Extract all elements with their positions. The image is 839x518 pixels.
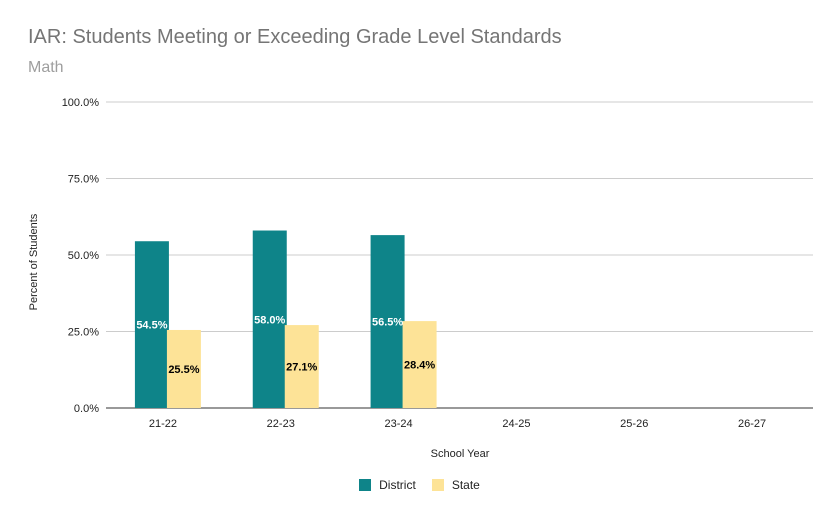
- x-axis-title: School Year: [431, 448, 490, 460]
- bar-district-22-23: [252, 230, 287, 408]
- gridlines: [106, 101, 813, 409]
- y-tick-label: 75.0%: [68, 174, 99, 186]
- y-tick-label: 0.0%: [74, 403, 99, 415]
- bar-district-23-24: [370, 235, 405, 408]
- x-tick-label: 21-22: [149, 418, 177, 430]
- bar-state-23-24: [402, 321, 437, 408]
- y-tick-label: 25.0%: [68, 327, 99, 339]
- x-axis-ticks: 21-22 22-23 23-24 24-25 25-26 26-27: [149, 418, 766, 430]
- legend-label-state: State: [451, 478, 480, 492]
- bar-label-state-22-23: 27.1%: [286, 362, 317, 374]
- y-tick-label: 100.0%: [62, 97, 100, 109]
- bar-state-22-23: [284, 325, 319, 408]
- x-tick-label: 25-26: [620, 418, 648, 430]
- bar-label-state-23-24: 28.4%: [404, 360, 435, 372]
- y-axis-title: Percent of Students: [28, 213, 40, 310]
- bar-label-district-21-22: 54.5%: [136, 320, 167, 332]
- bar-state-21-22: [166, 329, 201, 408]
- chart-title: IAR: Students Meeting or Exceeding Grade…: [28, 26, 562, 48]
- bar-value-labels: 54.5% 25.5% 58.0% 27.1% 56.5% 28.4%: [136, 314, 435, 376]
- x-tick-label: 22-23: [267, 418, 295, 430]
- bar-district-21-22: [134, 241, 169, 408]
- legend-swatch-district: [359, 479, 372, 491]
- legend-item-district: District: [359, 478, 416, 492]
- chart-subtitle: Math: [28, 59, 64, 76]
- bar-label-state-21-22: 25.5%: [168, 364, 199, 376]
- x-tick-label: 26-27: [738, 418, 766, 430]
- y-axis-ticks: 0.0% 25.0% 50.0% 75.0% 100.0%: [62, 97, 100, 415]
- legend-swatch-state: [431, 479, 444, 491]
- bar-label-district-22-23: 58.0%: [254, 314, 285, 326]
- legend: District State: [0, 478, 839, 492]
- legend-item-state: State: [431, 478, 480, 492]
- y-tick-label: 50.0%: [68, 250, 99, 262]
- bar-label-district-23-24: 56.5%: [372, 317, 403, 329]
- x-tick-label: 24-25: [502, 418, 530, 430]
- x-tick-label: 23-24: [385, 418, 413, 430]
- bars: [134, 230, 437, 408]
- legend-label-district: District: [379, 478, 416, 492]
